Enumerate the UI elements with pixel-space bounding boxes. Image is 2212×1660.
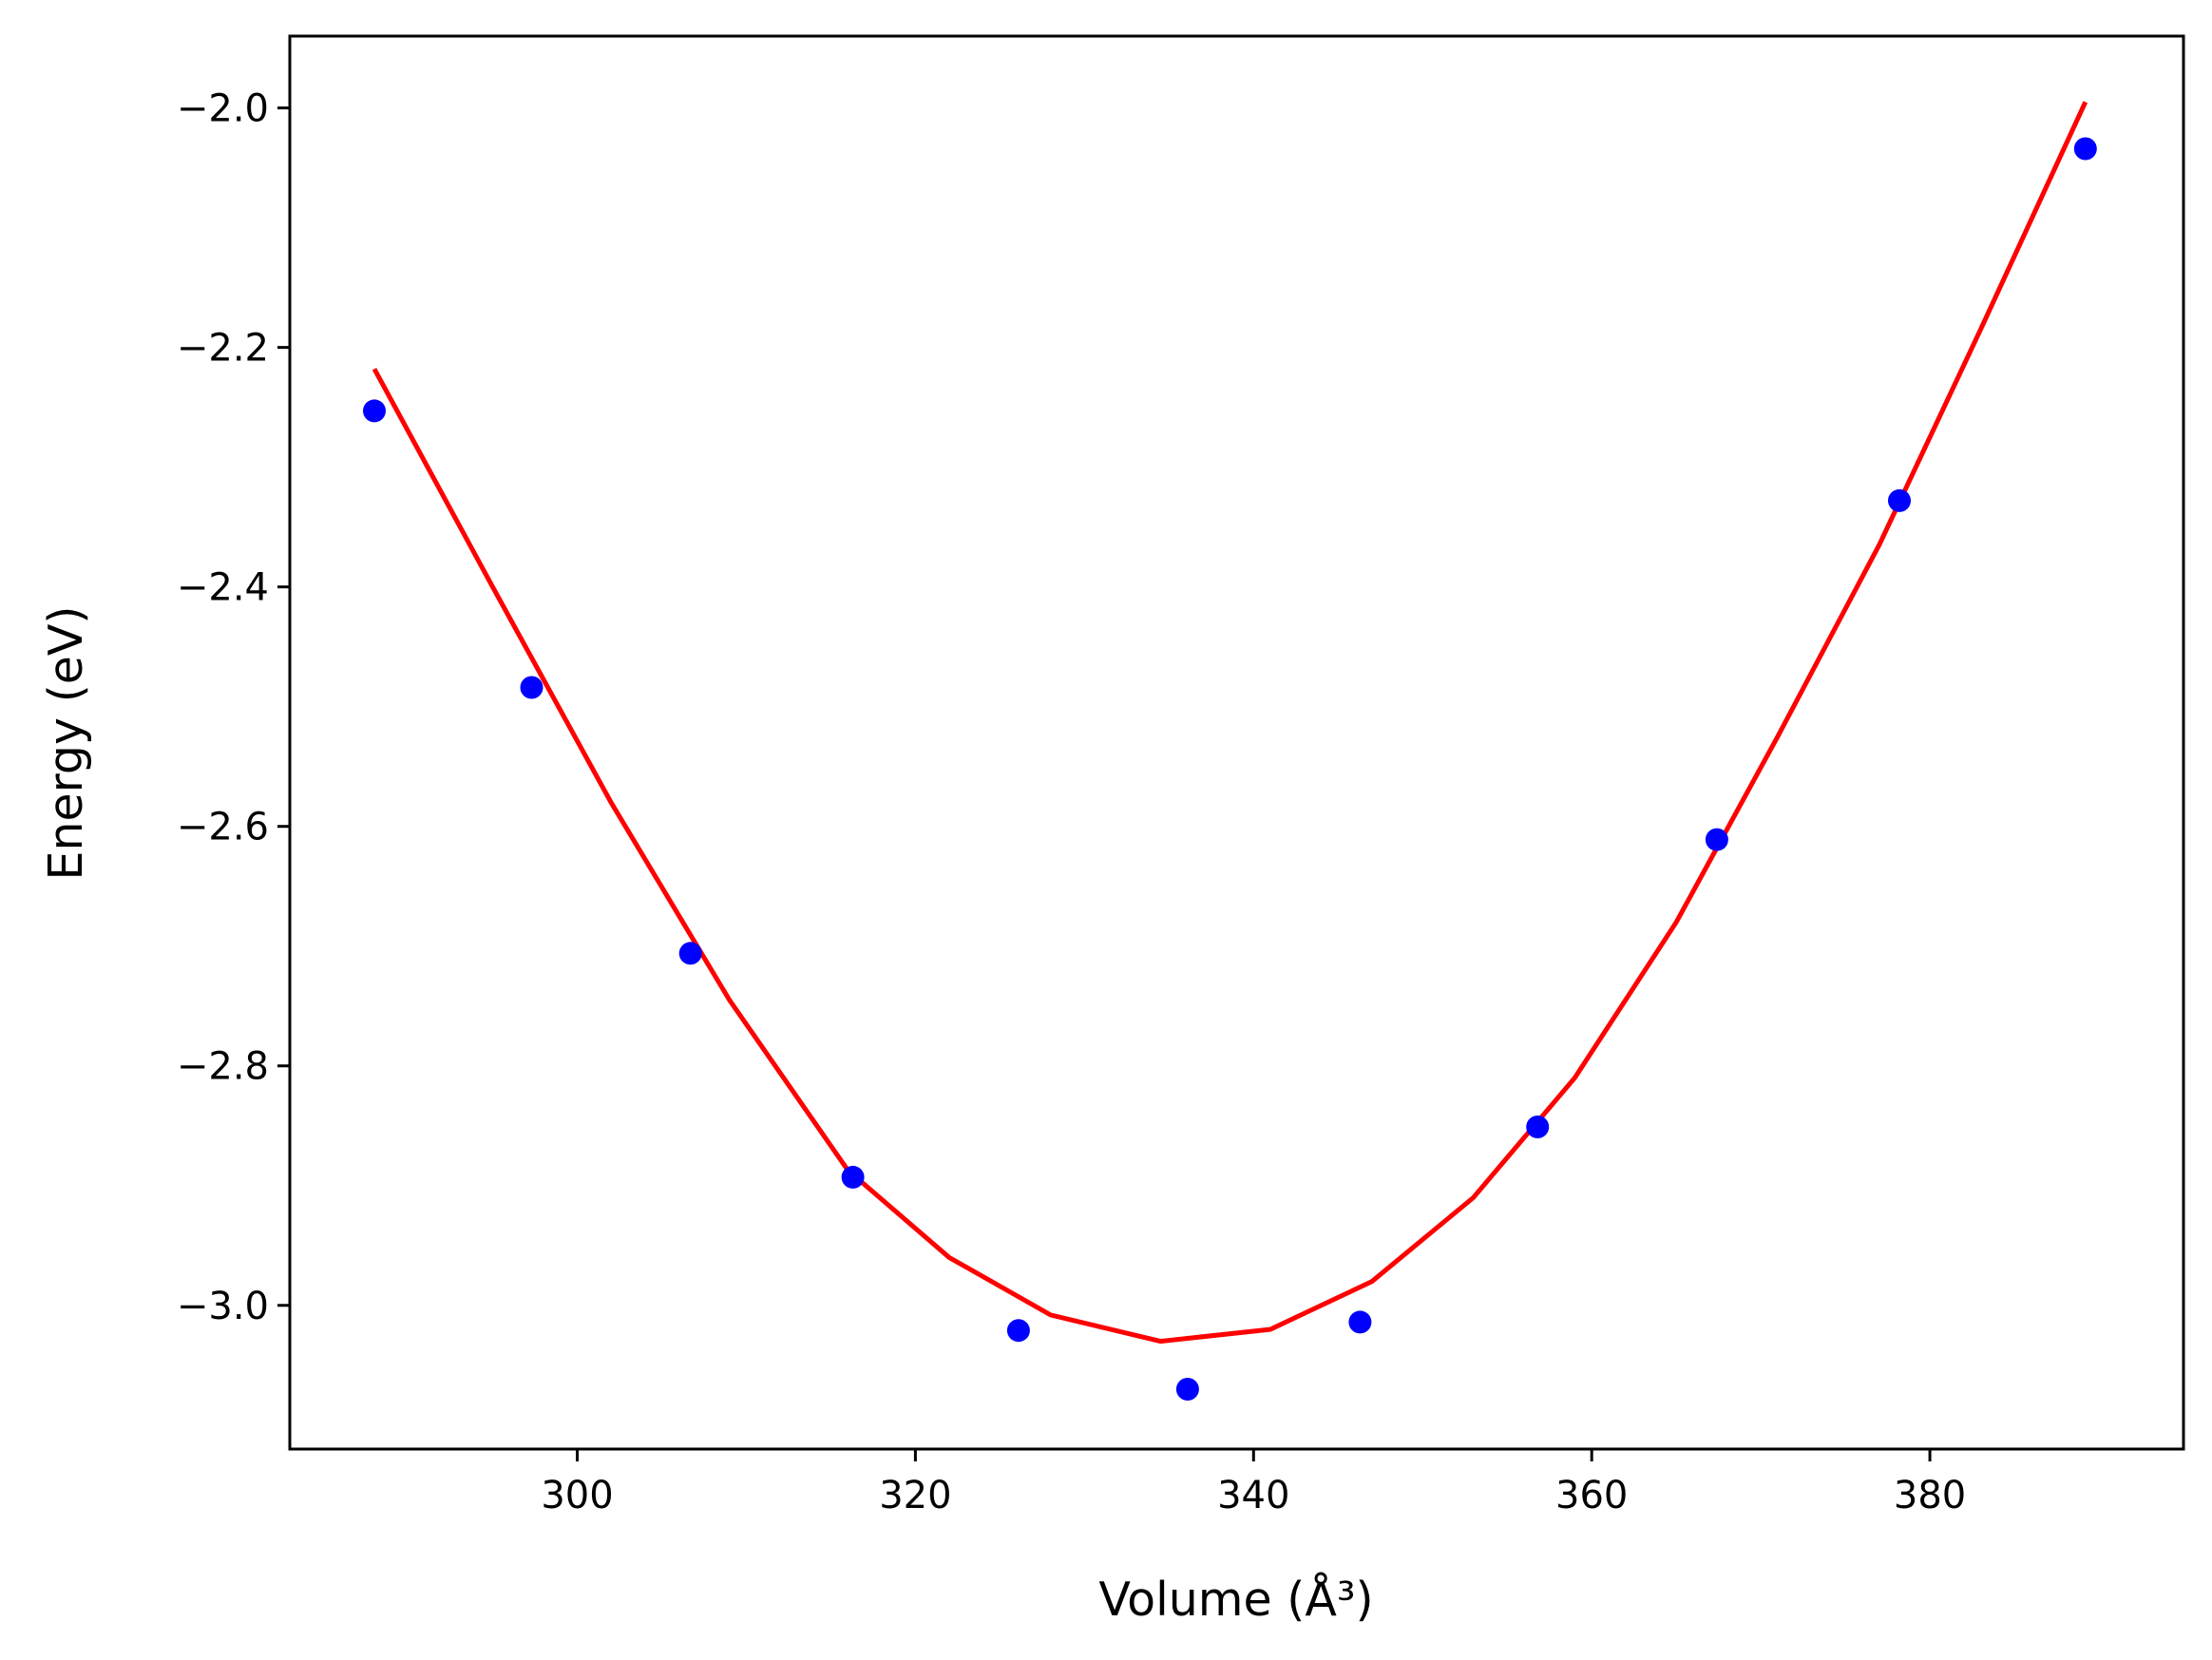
x-tick-label: 320 <box>879 1474 951 1517</box>
y-tick-label: −2.2 <box>177 327 269 371</box>
data-point <box>363 399 386 423</box>
data-point <box>2073 137 2097 161</box>
x-tick-label: 300 <box>541 1474 613 1517</box>
data-point <box>678 942 702 965</box>
y-tick-label: −2.4 <box>177 566 269 610</box>
data-point <box>520 676 543 699</box>
y-axis-title: Energy (eV) <box>39 605 93 880</box>
y-tick-label: −2.6 <box>177 806 269 849</box>
y-tick-label: −2.8 <box>177 1045 269 1089</box>
data-point <box>1526 1116 1550 1138</box>
y-tick-label: −3.0 <box>177 1285 269 1328</box>
axes-frame <box>288 34 2185 1451</box>
y-axis: −3.0 −2.8 −2.6 −2.4 −2.2 −2.0 <box>177 87 290 1328</box>
fit-curve-line <box>372 101 2088 1345</box>
plot-area <box>363 101 2097 1401</box>
data-point <box>841 1165 865 1189</box>
x-axis: 300 320 340 360 380 <box>541 1449 1966 1517</box>
data-point <box>1888 488 1911 512</box>
data-point <box>1175 1378 1199 1401</box>
x-axis-title: Volume (Å³) <box>1098 1571 1373 1627</box>
data-point <box>1705 828 1728 851</box>
x-tick-label: 340 <box>1217 1474 1289 1517</box>
y-tick-label: −2.0 <box>177 87 269 131</box>
data-point <box>1348 1310 1372 1334</box>
x-tick-label: 360 <box>1555 1474 1628 1517</box>
x-tick-label: 380 <box>1894 1474 1966 1517</box>
data-point <box>1006 1319 1030 1343</box>
